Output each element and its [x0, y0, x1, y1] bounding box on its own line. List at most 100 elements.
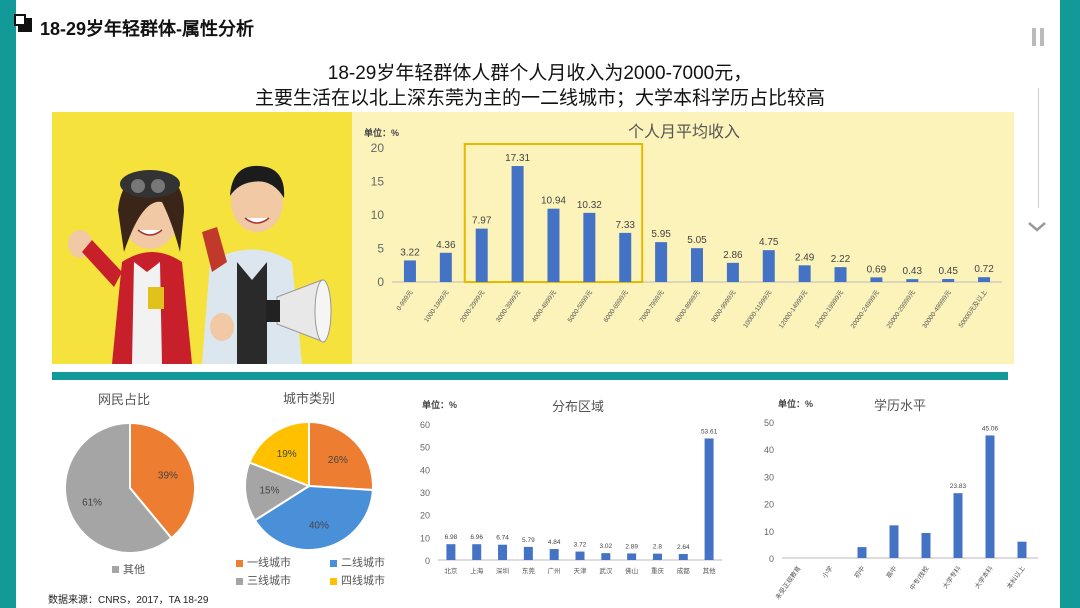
chart-title: 学历水平 — [874, 398, 926, 413]
x-tick-label: 50000元及以上 — [956, 288, 989, 330]
bar — [627, 553, 637, 560]
chart-title: 分布区域 — [552, 399, 604, 414]
unit-label: 单位：% — [364, 127, 399, 138]
legend-label: 二线城市 — [341, 557, 385, 569]
pie-slice — [64, 421, 173, 554]
legend-label: 三线城市 — [247, 575, 291, 587]
income-bar-chart: 个人月平均收入 单位：% 0 5 10 15 20 3.22 0-999元 4.36 1000-19… — [364, 123, 1002, 330]
y-tick-label: 20 — [420, 511, 430, 521]
data-label: 4.75 — [759, 237, 779, 248]
data-label: 45.06 — [982, 425, 999, 432]
y-tick-label: 5 — [377, 242, 384, 256]
bar — [511, 166, 524, 282]
bar — [857, 547, 867, 558]
bar — [655, 242, 668, 282]
bar — [619, 232, 632, 282]
unit-label: 单位：% — [778, 398, 813, 409]
y-tick-label: 50 — [420, 443, 430, 453]
x-tick-label: 4000-4999元 — [530, 288, 558, 324]
right-accent-bar — [1060, 0, 1080, 608]
subtitle-line-2: 主要生活在以北上深东莞为主的一二线城市；大学本科学历占比较高 — [254, 88, 825, 109]
legend-swatch — [330, 577, 337, 585]
bar — [726, 262, 739, 282]
slice-label: 61% — [82, 498, 102, 509]
data-label: 3.22 — [400, 247, 420, 258]
data-label: 7.97 — [472, 216, 492, 227]
x-tick-label: 上海 — [470, 566, 484, 575]
bar — [691, 248, 703, 282]
data-label: 7.33 — [616, 220, 636, 231]
page-title: 18-29岁年轻群体-属性分析 — [40, 19, 255, 39]
data-label: 2.22 — [831, 254, 851, 265]
slice-label: 19% — [277, 449, 297, 460]
x-tick-label: 15000-19999元 — [813, 288, 846, 330]
data-label: 0.72 — [974, 264, 994, 275]
legend-swatch — [112, 566, 119, 573]
data-label: 2.89 — [625, 543, 638, 550]
y-tick-label: 0 — [769, 554, 774, 564]
bar — [942, 278, 955, 282]
x-tick-label: 大学专科 — [940, 564, 963, 591]
bar — [985, 435, 995, 558]
y-tick-label: 40 — [764, 445, 774, 455]
y-tick-label: 0 — [425, 556, 430, 566]
bar — [439, 252, 452, 282]
x-tick-label: 小学 — [820, 564, 835, 580]
x-tick-label: 9000-9999元 — [709, 288, 737, 324]
data-label: 5.95 — [651, 229, 671, 240]
pause-icon[interactable] — [1030, 28, 1046, 46]
bar — [921, 532, 931, 558]
slice-label: 15% — [259, 486, 279, 497]
pie-slice — [244, 461, 312, 522]
x-tick-label: 天津 — [574, 567, 588, 575]
x-tick-label: 其他 — [703, 566, 717, 575]
chart-title: 城市类别 — [283, 391, 335, 406]
slice-label: 39% — [158, 470, 178, 481]
data-label: 5.79 — [522, 537, 535, 544]
data-label: 5.05 — [687, 235, 707, 246]
y-tick-label: 20 — [371, 141, 385, 155]
subtitle-line-1: 18-29岁年轻群体人群个人月收入为2000-7000元， — [327, 63, 753, 84]
data-label: 23.83 — [950, 483, 967, 490]
y-tick-label: 30 — [420, 488, 430, 498]
pie-slice — [129, 421, 196, 540]
y-tick-label: 30 — [764, 472, 774, 482]
y-tick-label: 10 — [371, 208, 385, 222]
bar — [498, 544, 508, 560]
x-tick-label: 成都 — [677, 566, 691, 575]
bar — [601, 553, 611, 560]
title-bullet-icon — [14, 14, 32, 32]
slice-label: 26% — [328, 455, 348, 466]
pie-slice — [248, 420, 310, 488]
x-tick-label: 1000-1999元 — [422, 288, 450, 324]
x-tick-label: 25000-29999元 — [885, 288, 918, 330]
unit-label: 单位：% — [422, 399, 457, 410]
data-label: 0.69 — [867, 264, 887, 275]
slice-label: 40% — [309, 520, 329, 531]
legend-label: 一线城市 — [247, 557, 291, 569]
bar — [547, 208, 560, 282]
bar — [906, 279, 919, 282]
bar — [834, 267, 847, 282]
x-tick-label: 3000-3999元 — [494, 288, 522, 324]
left-accent-bar — [0, 0, 16, 608]
legend-swatch — [330, 559, 337, 567]
bar — [549, 549, 559, 560]
x-tick-label: 2000-2999元 — [458, 288, 486, 324]
x-tick-label: 初中 — [852, 564, 867, 580]
bar — [704, 438, 714, 560]
x-tick-label: 深圳 — [496, 566, 509, 575]
x-tick-label: 中专/技校 — [907, 564, 931, 592]
data-label: 53.61 — [701, 428, 718, 435]
data-label: 6.96 — [470, 534, 483, 541]
legend-item-tier2: 二线城市 — [330, 554, 385, 570]
x-tick-label: 5000-5999元 — [566, 288, 594, 324]
legend-swatch — [236, 559, 243, 567]
chart-title: 个人月平均收入 — [628, 123, 740, 141]
x-tick-label: 高中 — [884, 564, 899, 580]
data-label: 3.72 — [574, 542, 587, 549]
education-bar-chart: 学历水平 单位：% 0 10 20 30 40 50 未受正规教育 小学 初中 高中 中专/技校 23.8… — [764, 398, 1038, 601]
chevron-down-icon[interactable] — [1026, 218, 1048, 234]
legend-item-tier3: 三线城市 — [236, 572, 291, 588]
bar — [652, 553, 662, 560]
